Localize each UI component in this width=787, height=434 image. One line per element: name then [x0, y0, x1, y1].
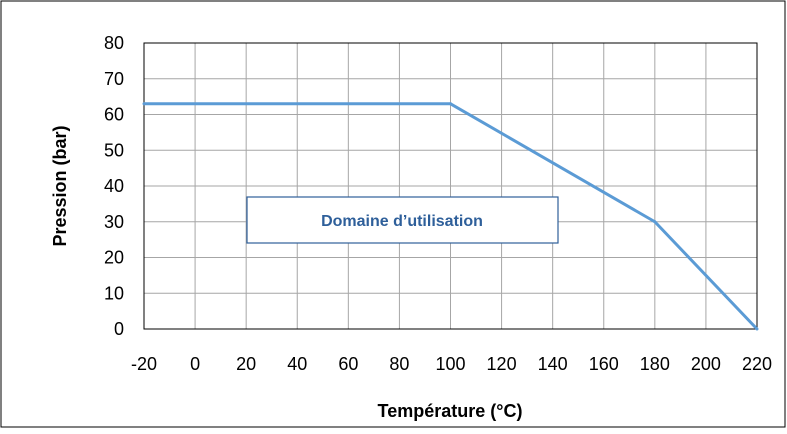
x-tick-labels: -20 0 20 40 60 80 100 120 140 160 180 200 220	[131, 354, 772, 374]
y-tick-labels: 0 10 20 30 40 50 60 70 80	[104, 33, 124, 339]
plot-area-frame	[143, 42, 758, 330]
x-tick-label: 0	[190, 354, 200, 374]
series-point	[449, 102, 452, 106]
x-tick-label: 100	[435, 354, 465, 374]
x-tick-label: 80	[389, 354, 409, 374]
x-axis-title: Température (°C)	[378, 401, 523, 421]
series-layer	[142, 102, 759, 331]
series-point	[755, 327, 759, 331]
series-line	[144, 102, 759, 331]
y-tick-label: 50	[104, 140, 124, 160]
series-point	[653, 220, 657, 224]
y-tick-label: 80	[104, 33, 124, 53]
x-tick-label: 200	[691, 354, 721, 374]
y-axis-title: Pression (bar)	[50, 125, 70, 246]
y-tick-label: 70	[104, 69, 124, 89]
series-point	[142, 102, 146, 106]
x-tick-label: -20	[131, 354, 157, 374]
x-tick-label: 20	[236, 354, 256, 374]
y-tick-label: 30	[104, 212, 124, 232]
x-tick-label: 120	[487, 354, 517, 374]
y-tick-label: 10	[104, 283, 124, 303]
x-tick-label: 180	[640, 354, 670, 374]
y-tick-label: 60	[104, 105, 124, 125]
x-tick-label: 160	[589, 354, 619, 374]
annotation-box	[246, 196, 559, 244]
x-tick-label: 220	[742, 354, 772, 374]
annotation-text: Domaine d’utilisation	[321, 213, 483, 230]
y-tick-label: 40	[104, 176, 124, 196]
y-tick-label: 0	[114, 319, 124, 339]
annotation-layer: Domaine d’utilisation	[246, 196, 559, 244]
x-tick-label: 60	[338, 354, 358, 374]
x-tick-label: 40	[287, 354, 307, 374]
y-tick-label: 20	[104, 248, 124, 268]
x-tick-label: 140	[538, 354, 568, 374]
